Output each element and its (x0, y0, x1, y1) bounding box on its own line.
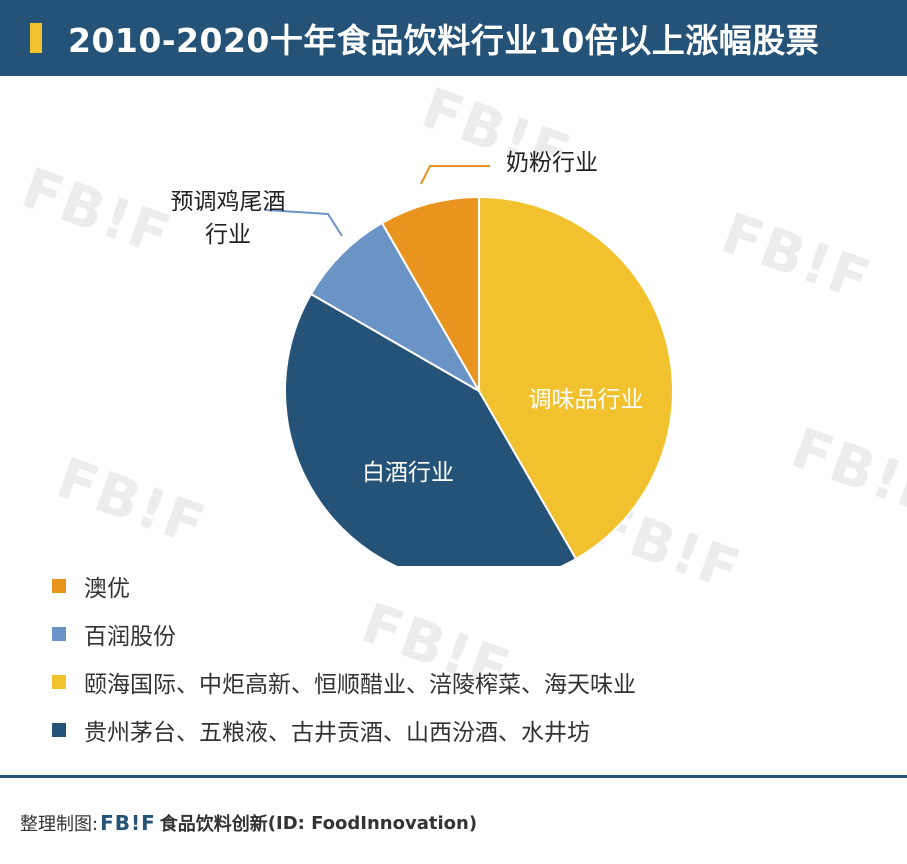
legend-text-baijiu: 贵州茅台、五粮液、古井贡酒、山西汾酒、水井坊 (84, 720, 590, 746)
leader-line-milk-powder (420, 165, 490, 185)
legend-swatch-bairun (52, 627, 66, 641)
slice-label-seasoning: 调味品行业 (529, 387, 644, 413)
legend-swatch-aoyou (52, 579, 66, 593)
legend: 澳优 百润股份 颐海国际、中炬高新、恒顺醋业、涪陵榨菜、海天味业 贵州茅台、五粮… (52, 562, 872, 754)
footer: 整理制图: FB!F 食品饮料创新 (ID: FoodInnovation) (20, 810, 477, 836)
slice-label-baijiu: 白酒行业 (362, 460, 454, 486)
leader-line-cocktail (265, 209, 343, 237)
legend-text-seasoning: 颐海国际、中炬高新、恒顺醋业、涪陵榨菜、海天味业 (84, 672, 636, 698)
pie-slice-cocktail (309, 221, 482, 394)
footer-id: (ID: FoodInnovation) (267, 812, 478, 834)
page-title: 2010-2020十年食品饮料行业10倍以上涨幅股票 (68, 21, 820, 60)
pie-slice-baijiu (284, 292, 578, 566)
legend-item-baijiu: 贵州茅台、五粮液、古井贡酒、山西汾酒、水井坊 (52, 706, 872, 754)
fbif-logo: FB!F (100, 811, 156, 835)
legend-swatch-baijiu (52, 723, 66, 737)
footer-divider (0, 775, 907, 778)
legend-item-seasoning: 颐海国际、中炬高新、恒顺醋业、涪陵榨菜、海天味业 (52, 658, 872, 706)
legend-swatch-seasoning (52, 675, 66, 689)
pie-slice-seasoning (478, 195, 674, 561)
header-bar: 2010-2020十年食品饮料行业10倍以上涨幅股票 (0, 0, 907, 76)
slice-label-cocktail-line2: 行业 (205, 222, 251, 248)
legend-text-bairun: 百润股份 (84, 624, 176, 650)
slice-label-milk-powder: 奶粉行业 (506, 150, 598, 176)
legend-item-aoyou: 澳优 (52, 562, 872, 610)
legend-item-bairun: 百润股份 (52, 610, 872, 658)
pie-slice-milk-powder (380, 195, 480, 395)
legend-text-aoyou: 澳优 (84, 576, 130, 602)
footer-prefix: 整理制图: (20, 814, 99, 835)
slice-label-cocktail-line1: 预调鸡尾酒 (171, 189, 286, 215)
footer-brand: 食品饮料创新 (159, 814, 268, 835)
title-marker (30, 23, 42, 53)
